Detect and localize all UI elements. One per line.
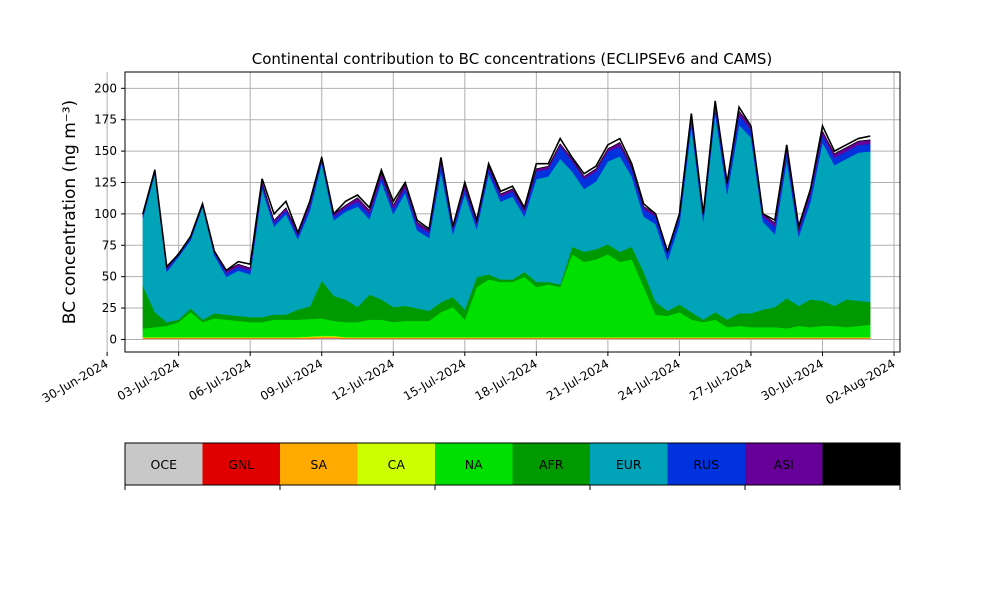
x-axis: 30-Jun-2024 03-Jul-2024 06-Jul-2024 09-Jul-… [40, 352, 898, 407]
legend-swatch-gnl [202, 443, 281, 485]
y-axis-label: BC concentration (ng m⁻³) [60, 100, 80, 324]
legend-swatch-rus [667, 443, 746, 485]
y-tick-label: 0 [109, 332, 117, 346]
legend-swatch-na [435, 443, 513, 485]
y-tick-label: 25 [102, 301, 117, 315]
legend-swatch-afr [512, 443, 591, 485]
legend-swatch-asi [745, 443, 823, 485]
legend-label-rus: RUS [693, 457, 719, 472]
total-line [142, 100, 871, 272]
y-tick-label: 125 [94, 175, 117, 189]
legend-label-sa: SA [310, 457, 327, 472]
x-tick-label: 27-Jul-2024 [687, 356, 754, 403]
y-tick-label: 100 [94, 207, 117, 221]
stacked-areas [142, 102, 871, 340]
legend-swatch-ca [357, 443, 436, 485]
x-tick-label: 30-Jul-2024 [759, 356, 826, 403]
x-tick-label: 18-Jul-2024 [473, 356, 540, 403]
legend-frame [124, 442, 901, 486]
legend-swatch-eur [590, 443, 668, 485]
y-tick-label: 50 [102, 270, 117, 284]
legend-swatch-oce [125, 443, 203, 485]
legend-label-gnl: GNL [228, 457, 254, 472]
x-tick-label: 21-Jul-2024 [544, 356, 611, 403]
legend-label-afr: AFR [539, 457, 564, 472]
x-tick-label: 06-Jul-2024 [186, 356, 253, 403]
legend-label-asi: ASI [774, 457, 794, 472]
legend-swatch-aus [822, 443, 901, 485]
plot-frame [124, 71, 901, 353]
total-line-layer [142, 100, 871, 272]
y-tick-label: 150 [94, 144, 117, 158]
y-tick-label: 175 [94, 113, 117, 127]
legend-label-oce: OCE [151, 457, 178, 472]
legend-label-eur: EUR [616, 457, 642, 472]
x-tick-label: 30-Jun-2024 [40, 356, 111, 405]
x-tick-label: 12-Jul-2024 [329, 356, 396, 403]
legend-colorbar: OCE GNL SA CA NA AFR EUR RUS ASI AUS [124, 442, 901, 490]
x-tick-label: 03-Jul-2024 [115, 356, 182, 403]
y-tick-label: 200 [94, 81, 117, 95]
chart-title: Continental contribution to BC concentra… [252, 50, 773, 68]
y-axis: 0 25 50 75 100 125 150 175 200 [94, 81, 125, 346]
legend-label-na: NA [465, 457, 483, 472]
x-tick-label: 15-Jul-2024 [401, 356, 468, 403]
x-tick-label: 24-Jul-2024 [616, 356, 683, 403]
area-aus [142, 102, 871, 271]
x-tick-label: 02-Aug-2024 [823, 356, 897, 407]
legend-label-ca: CA [388, 457, 406, 472]
x-tick-label: 09-Jul-2024 [258, 356, 325, 403]
legend-label-aus: AUS [848, 457, 874, 472]
legend-swatch-sa [280, 443, 358, 485]
y-tick-label: 75 [102, 238, 117, 252]
